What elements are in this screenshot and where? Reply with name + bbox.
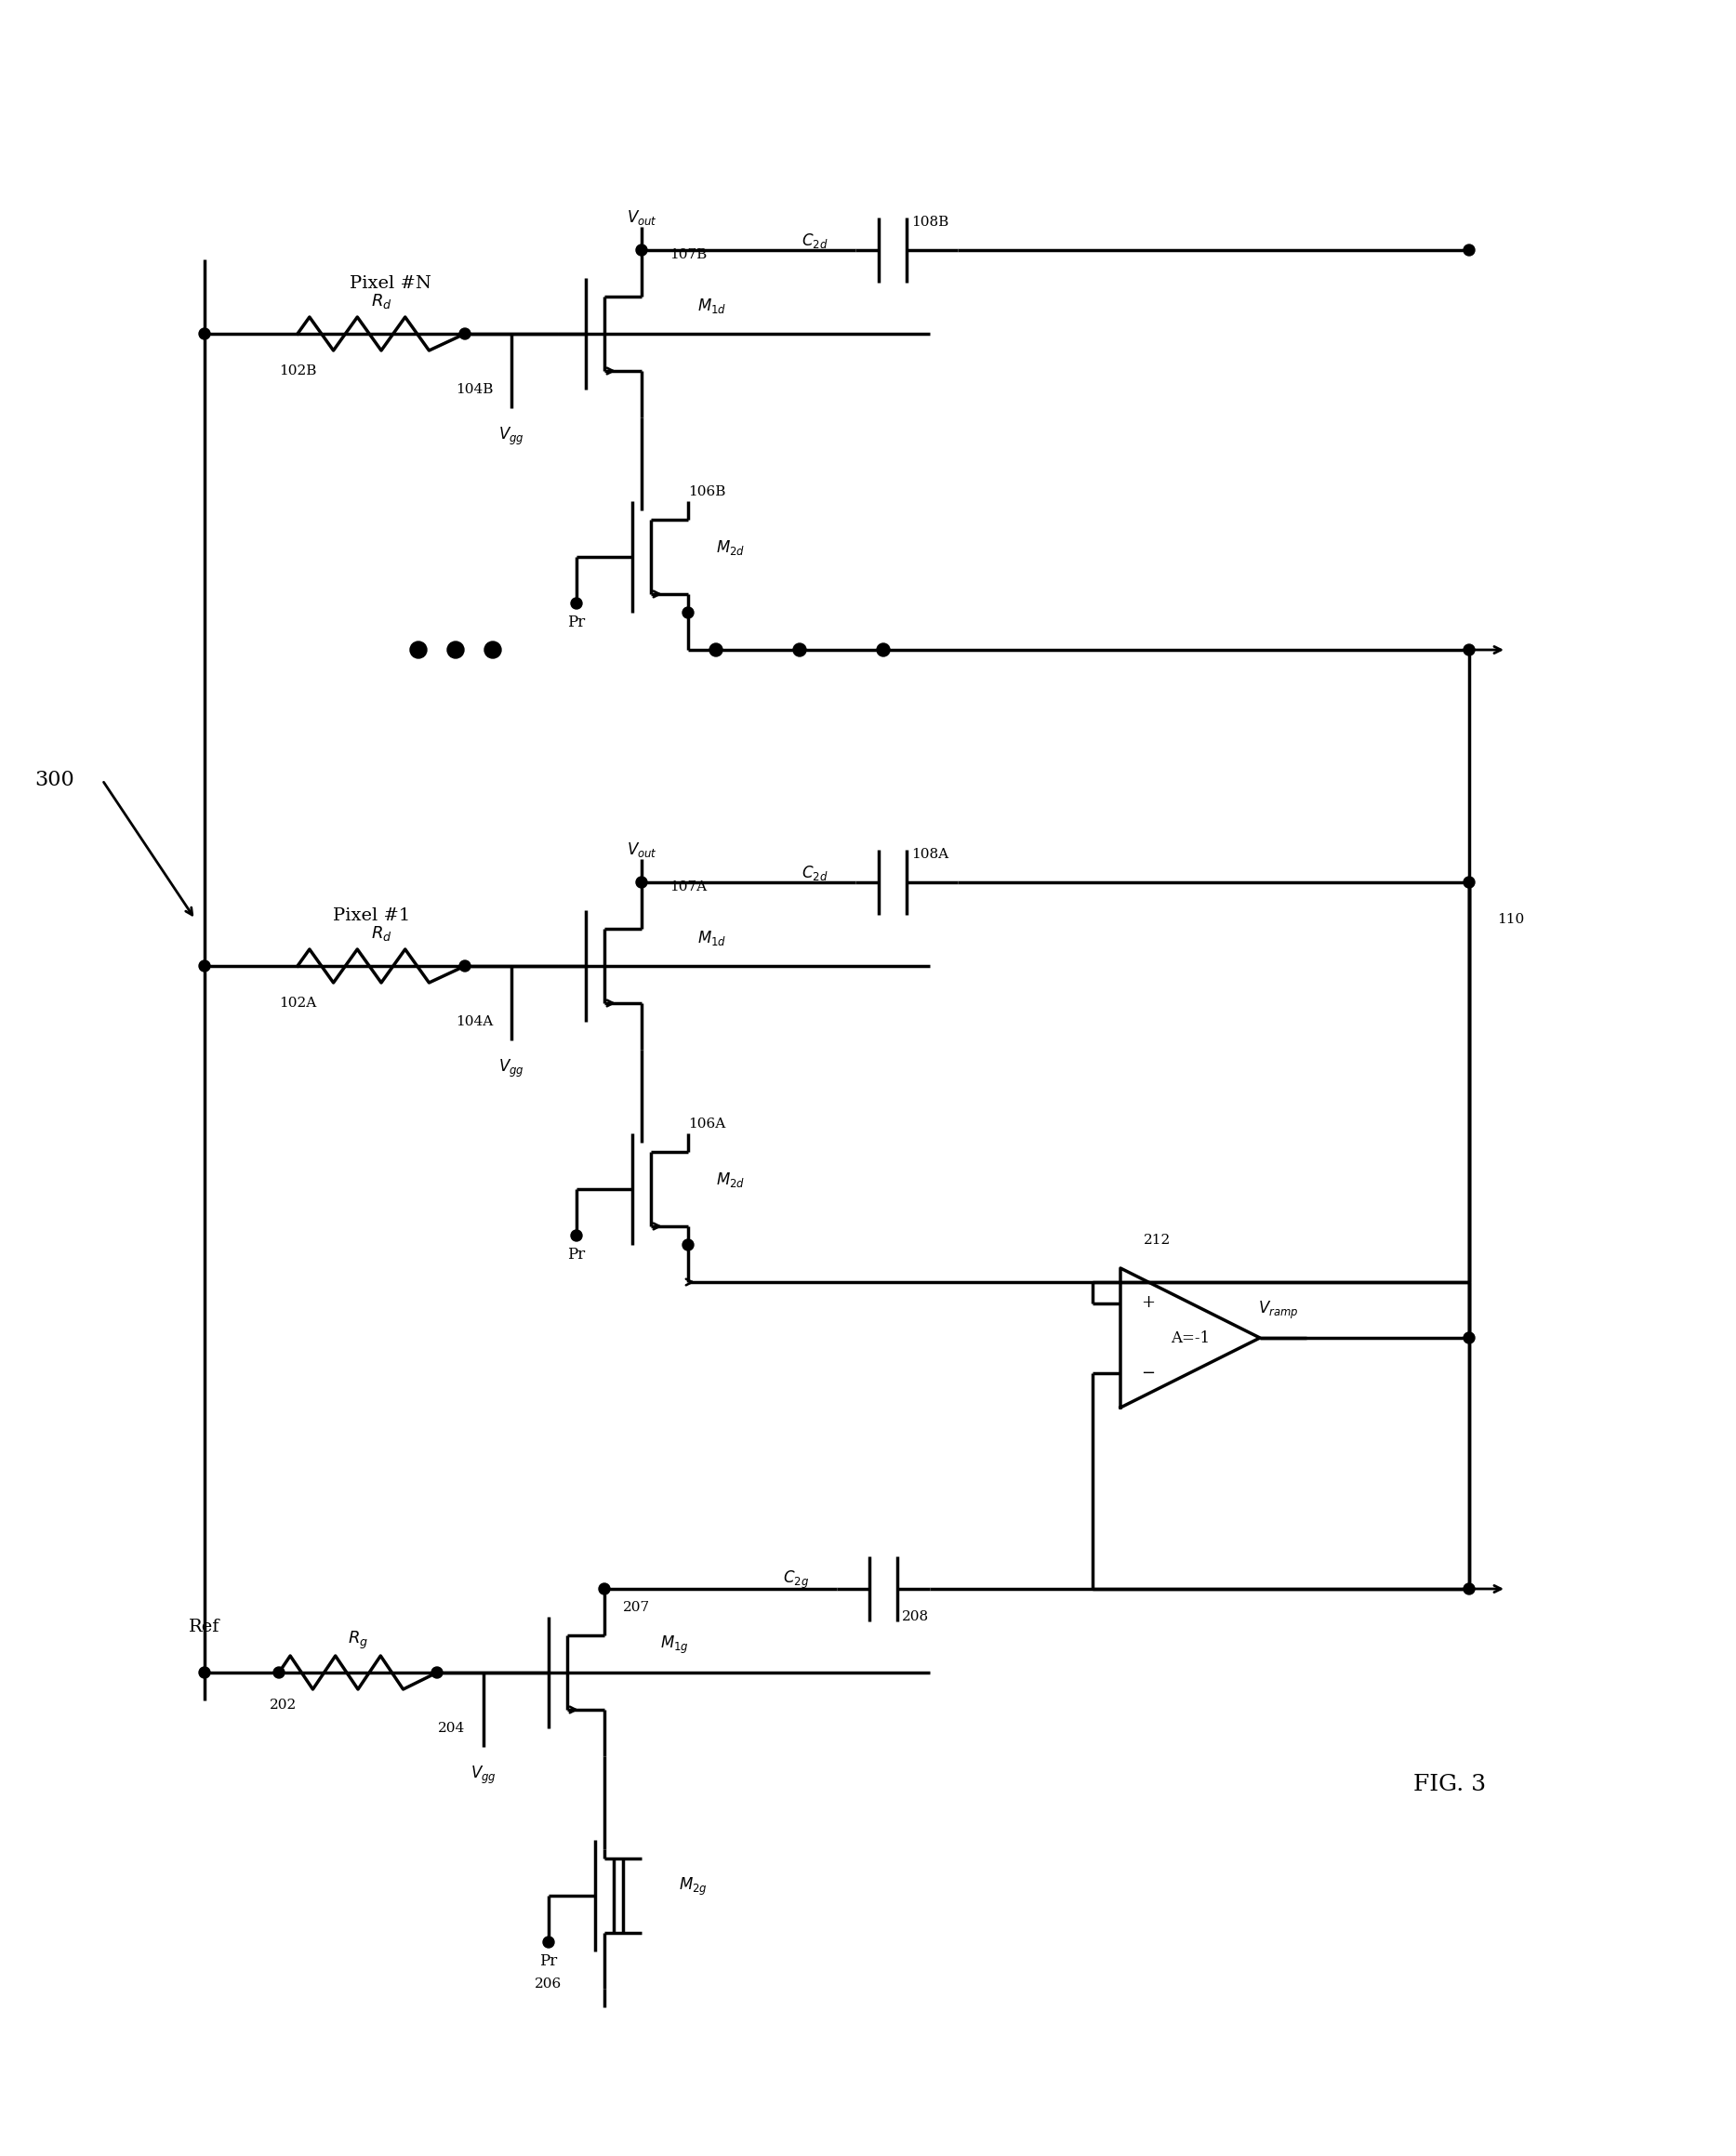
Text: 107A: 107A xyxy=(670,880,707,893)
Text: 204: 204 xyxy=(437,1723,465,1736)
Text: 110: 110 xyxy=(1496,912,1524,925)
Circle shape xyxy=(1463,645,1474,655)
Circle shape xyxy=(543,1936,554,1947)
Text: $V_{gg}$: $V_{gg}$ xyxy=(498,425,524,446)
Text: −: − xyxy=(1141,1365,1156,1382)
Text: $M_{1g}$: $M_{1g}$ xyxy=(660,1634,689,1656)
Text: Pixel #1: Pixel #1 xyxy=(333,908,411,925)
Circle shape xyxy=(200,959,210,972)
Circle shape xyxy=(1463,244,1474,257)
Circle shape xyxy=(877,642,891,655)
Text: 104B: 104B xyxy=(455,384,493,397)
Text: 300: 300 xyxy=(35,770,75,791)
Circle shape xyxy=(460,959,470,972)
Circle shape xyxy=(1463,1583,1474,1595)
Circle shape xyxy=(635,877,648,888)
Circle shape xyxy=(682,608,694,619)
Text: $C_{2g}$: $C_{2g}$ xyxy=(783,1570,809,1591)
Text: Pr: Pr xyxy=(568,1246,585,1261)
Circle shape xyxy=(635,244,648,257)
Text: $V_{gg}$: $V_{gg}$ xyxy=(470,1764,496,1785)
Text: $V_{out}$: $V_{out}$ xyxy=(627,209,656,226)
Text: 202: 202 xyxy=(269,1699,297,1712)
Circle shape xyxy=(1463,1332,1474,1343)
Circle shape xyxy=(410,642,427,658)
Text: FIG. 3: FIG. 3 xyxy=(1413,1774,1486,1794)
Text: $M_{2d}$: $M_{2d}$ xyxy=(715,539,745,556)
Text: Pr: Pr xyxy=(568,614,585,630)
Text: A=-1: A=-1 xyxy=(1170,1330,1210,1345)
Text: 108A: 108A xyxy=(911,847,948,860)
Circle shape xyxy=(484,642,502,658)
Text: $C_{2d}$: $C_{2d}$ xyxy=(800,231,828,250)
Circle shape xyxy=(682,1240,694,1250)
Text: 208: 208 xyxy=(903,1611,929,1623)
Text: $R_d$: $R_d$ xyxy=(372,291,392,310)
Text: 106B: 106B xyxy=(687,485,726,498)
Text: $M_{1d}$: $M_{1d}$ xyxy=(698,298,726,315)
Circle shape xyxy=(710,642,722,655)
Text: $R_g$: $R_g$ xyxy=(347,1630,368,1651)
Circle shape xyxy=(460,328,470,338)
Text: 102A: 102A xyxy=(279,996,316,1009)
Circle shape xyxy=(200,328,210,338)
Text: +: + xyxy=(1141,1294,1156,1311)
Text: $C_{2d}$: $C_{2d}$ xyxy=(800,865,828,882)
Text: $V_{gg}$: $V_{gg}$ xyxy=(498,1056,524,1078)
Text: 212: 212 xyxy=(1144,1233,1170,1246)
Text: Ref: Ref xyxy=(189,1619,220,1636)
Text: $M_{2g}$: $M_{2g}$ xyxy=(679,1876,707,1897)
Text: $V_{ramp}$: $V_{ramp}$ xyxy=(1259,1300,1299,1322)
Text: Pr: Pr xyxy=(540,1953,557,1968)
Circle shape xyxy=(1463,877,1474,888)
Text: 106A: 106A xyxy=(687,1117,726,1130)
Circle shape xyxy=(273,1667,285,1677)
Text: 107B: 107B xyxy=(670,248,707,261)
Circle shape xyxy=(432,1667,443,1677)
Circle shape xyxy=(448,642,464,658)
Text: 108B: 108B xyxy=(911,216,948,229)
Text: $M_{2d}$: $M_{2d}$ xyxy=(715,1171,745,1190)
Circle shape xyxy=(793,642,806,655)
Circle shape xyxy=(571,1231,582,1242)
Circle shape xyxy=(200,1667,210,1677)
Circle shape xyxy=(599,1583,609,1595)
Text: 207: 207 xyxy=(623,1602,649,1615)
Text: 104A: 104A xyxy=(455,1015,493,1028)
Text: Pixel #N: Pixel #N xyxy=(349,276,431,291)
Text: $R_d$: $R_d$ xyxy=(372,925,392,942)
Text: $V_{out}$: $V_{out}$ xyxy=(627,841,656,858)
Text: 206: 206 xyxy=(535,1977,562,1990)
Text: $M_{1d}$: $M_{1d}$ xyxy=(698,929,726,946)
Text: 102B: 102B xyxy=(279,364,316,377)
Circle shape xyxy=(571,597,582,608)
